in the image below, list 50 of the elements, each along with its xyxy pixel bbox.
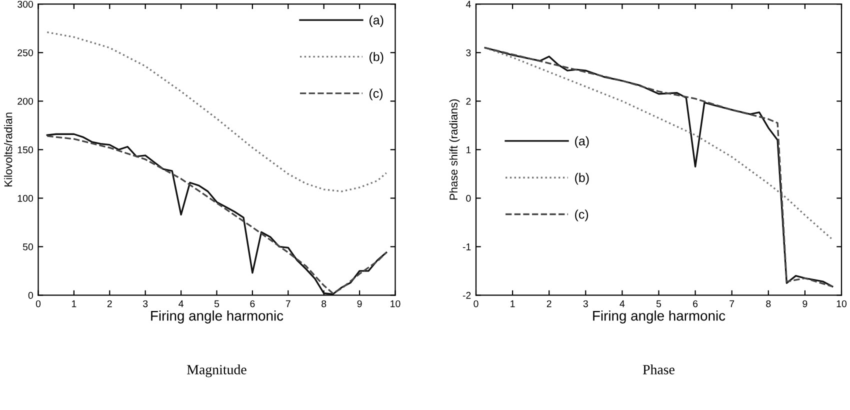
- y-tick-label: -2: [462, 292, 471, 299]
- x-tick-label: 3: [143, 300, 148, 308]
- line-series: [484, 46, 834, 288]
- x-tick-label: 5: [656, 300, 662, 308]
- x-tick-label: 4: [178, 300, 184, 308]
- legend-label: (c): [370, 88, 383, 100]
- legend-label: (a): [370, 15, 384, 27]
- text: Magnitude: [187, 364, 246, 378]
- x-tick-label: 0: [36, 300, 41, 308]
- x-tick-label: 3: [583, 300, 588, 308]
- x-tick-label: 9: [357, 300, 362, 308]
- x-tick-label: 6: [693, 300, 698, 308]
- x-tick-label: 7: [730, 300, 734, 308]
- x-tick-label: 1: [72, 300, 76, 308]
- y-tick-label: 300: [18, 0, 34, 8]
- y-tick-label: 0: [28, 292, 34, 299]
- y-tick-label: -1: [462, 244, 471, 250]
- x-tick-label: 10: [390, 300, 400, 308]
- legend-label: (c): [575, 210, 588, 222]
- x-tick-label: 10: [836, 300, 847, 308]
- x-tick-label: 2: [107, 300, 112, 308]
- y-tick-label: 0: [466, 194, 471, 202]
- line-series: [46, 31, 388, 192]
- x-tick-label: 9: [802, 300, 808, 308]
- y-tick-label: 100: [18, 194, 34, 202]
- y-tick-label: 2: [466, 98, 471, 105]
- x-tick-label: 1: [510, 300, 515, 308]
- y-tick-label: 1: [466, 146, 471, 154]
- y-tick-label: 3: [466, 49, 471, 56]
- x-tick-label: 8: [766, 300, 771, 308]
- legend-label: (a): [575, 136, 589, 148]
- x-tick-label: 0: [474, 300, 478, 308]
- y-tick-label: 50: [22, 243, 34, 250]
- y-tick-label: 200: [18, 98, 34, 105]
- y-axis-title: Phase shift (radians): [449, 99, 460, 200]
- x-axis-title: Firing angle harmonic: [151, 310, 284, 324]
- text: Phase: [642, 364, 674, 374]
- y-tick-label: 150: [18, 146, 34, 154]
- legend-label: (b): [575, 172, 589, 185]
- x-tick-label: 8: [322, 300, 326, 308]
- y-axis-title: Kilovolts/radian: [4, 112, 12, 186]
- x-tick-label: 7: [286, 300, 290, 308]
- y-tick-label: 250: [18, 49, 34, 56]
- legend-label: (b): [370, 52, 384, 64]
- x-tick-label: 5: [214, 300, 220, 308]
- x-tick-label: 4: [620, 300, 625, 308]
- x-tick-label: 2: [546, 300, 552, 308]
- x-axis-title: Firing angle harmonic: [593, 310, 726, 324]
- x-tick-label: 6: [250, 300, 255, 308]
- y-tick-label: 4: [466, 0, 471, 8]
